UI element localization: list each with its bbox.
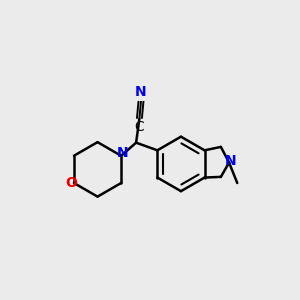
Text: N: N	[135, 85, 147, 99]
Text: N: N	[225, 154, 236, 168]
Text: C: C	[134, 120, 144, 134]
Text: O: O	[65, 176, 77, 190]
Text: N: N	[117, 146, 128, 160]
